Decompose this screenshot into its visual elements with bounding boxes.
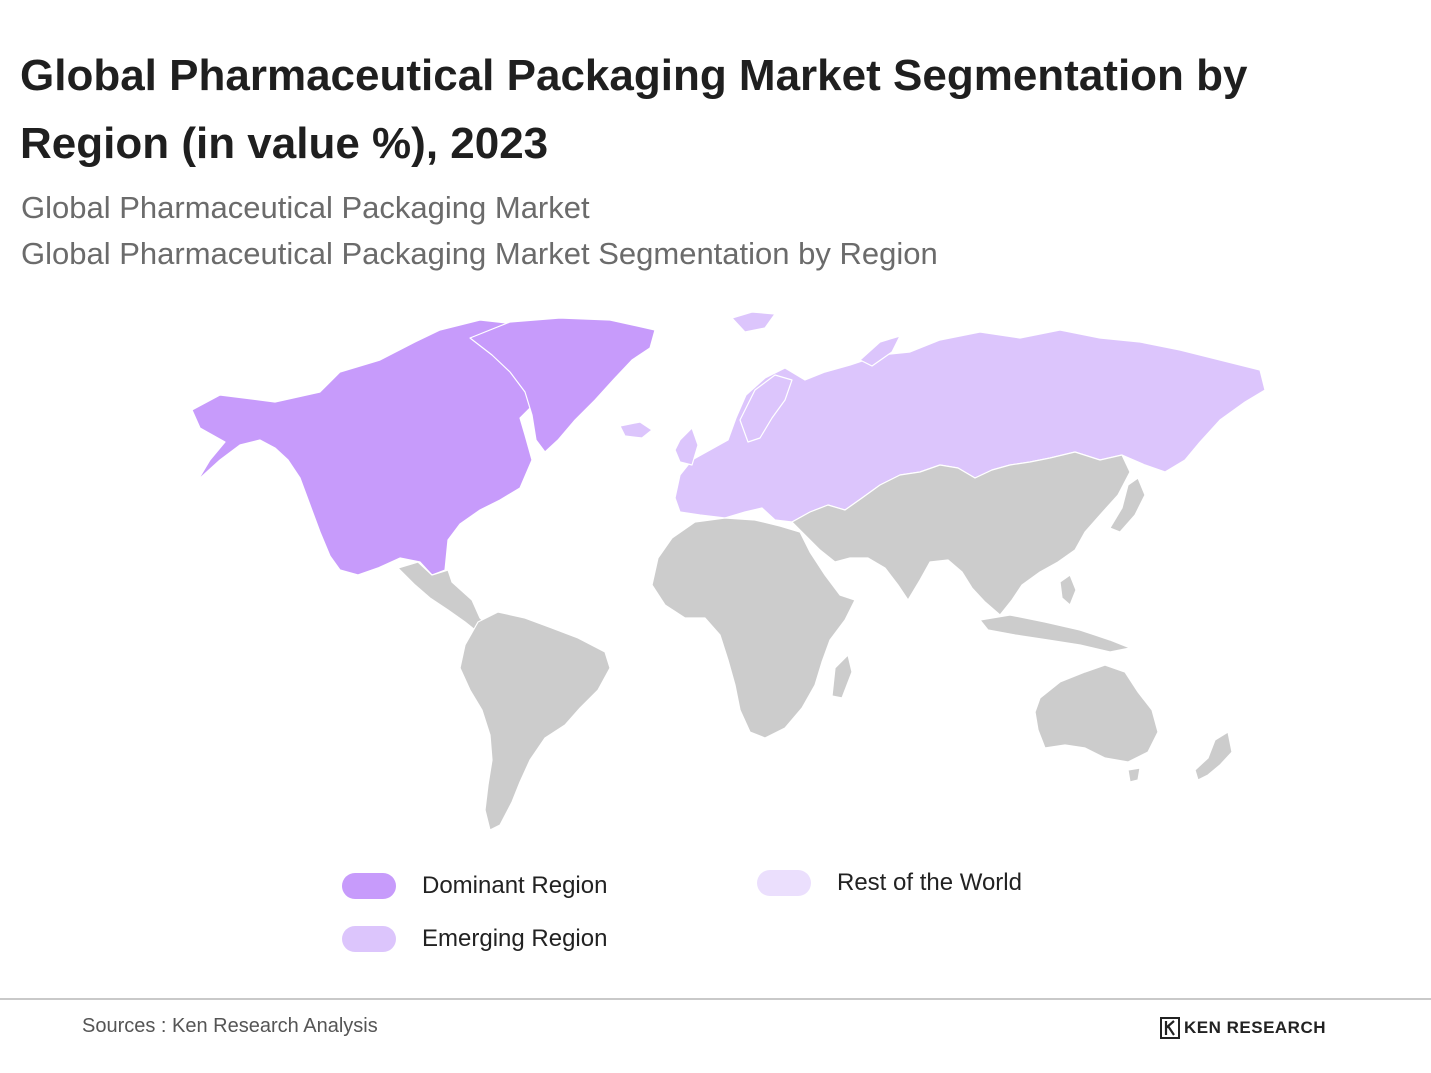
legend-swatch-emerging bbox=[342, 926, 396, 952]
chart-title: Global Pharmaceutical Packaging Market S… bbox=[20, 51, 1248, 168]
map-region-australia bbox=[1034, 664, 1159, 763]
subtitle-market: Global Pharmaceutical Packaging Market bbox=[21, 190, 590, 225]
sources-note: Sources : Ken Research Analysis bbox=[82, 1015, 378, 1037]
map-region-iceland bbox=[619, 421, 653, 439]
map-region-south-america bbox=[459, 611, 611, 831]
brand-logo: KEN RESEARCH bbox=[1160, 1017, 1326, 1039]
legend-item-dominant: Dominant Region bbox=[342, 872, 607, 900]
legend-swatch-rest-of-world bbox=[757, 870, 811, 896]
map-region-madagascar bbox=[831, 654, 853, 699]
map-region-new-zealand bbox=[1194, 731, 1233, 781]
map-region-uk bbox=[674, 427, 699, 466]
brand-name: KEN RESEARCH bbox=[1184, 1018, 1327, 1037]
map-region-north-america bbox=[191, 319, 553, 576]
ken-research-logo-icon bbox=[1160, 1017, 1180, 1039]
legend-label-emerging: Emerging Region bbox=[422, 925, 608, 952]
map-region-svalbard bbox=[731, 311, 776, 333]
map-region-philippines bbox=[1059, 574, 1077, 606]
map-region-greenland bbox=[469, 317, 656, 453]
subtitle-segmentation: Global Pharmaceutical Packaging Market S… bbox=[21, 236, 938, 271]
map-region-tasmania bbox=[1127, 767, 1141, 783]
map-region-asia bbox=[791, 451, 1131, 616]
footer-divider bbox=[0, 998, 1431, 1000]
legend-label-rest-of-world: Rest of the World bbox=[837, 869, 1022, 896]
legend-item-emerging: Emerging Region bbox=[342, 925, 607, 953]
legend-item-rest-of-world: Rest of the World bbox=[757, 869, 1022, 897]
legend-swatch-dominant bbox=[342, 873, 396, 899]
map-region-africa bbox=[651, 517, 856, 739]
legend-label-dominant: Dominant Region bbox=[422, 872, 608, 899]
map-region-scandinavia bbox=[739, 374, 793, 443]
map-region-indonesia bbox=[979, 614, 1131, 653]
map-region-novaya-zemlya bbox=[859, 335, 901, 367]
world-map bbox=[191, 311, 1266, 831]
map-region-japan bbox=[1109, 477, 1146, 533]
